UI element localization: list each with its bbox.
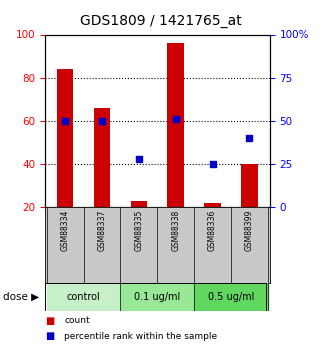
Text: count: count [64, 316, 90, 325]
Text: percentile rank within the sample: percentile rank within the sample [64, 332, 217, 341]
Point [210, 161, 215, 167]
Text: GSM88399: GSM88399 [245, 209, 254, 251]
Bar [94, 108, 110, 207]
Text: 0.5 ug/ml: 0.5 ug/ml [208, 292, 254, 302]
Bar [204, 203, 221, 207]
Text: ■: ■ [45, 316, 54, 326]
Point [247, 135, 252, 141]
Bar [131, 200, 147, 207]
Text: ■: ■ [45, 332, 54, 341]
Bar [120, 283, 194, 310]
Bar [57, 69, 74, 207]
Point [173, 116, 178, 122]
Point [100, 118, 105, 124]
Text: 0.1 ug/ml: 0.1 ug/ml [134, 292, 180, 302]
Point [63, 118, 68, 124]
Bar [241, 164, 258, 207]
Point [136, 156, 142, 161]
Text: control: control [67, 292, 100, 302]
Bar [194, 283, 268, 310]
Text: GSM88335: GSM88335 [134, 209, 143, 251]
Bar [168, 43, 184, 207]
Text: GSM88334: GSM88334 [61, 209, 70, 251]
Text: dose ▶: dose ▶ [3, 292, 39, 302]
Text: GSM88338: GSM88338 [171, 209, 180, 250]
Text: GSM88337: GSM88337 [98, 209, 107, 251]
Text: GSM88336: GSM88336 [208, 209, 217, 251]
Bar [47, 283, 120, 310]
Text: GDS1809 / 1421765_at: GDS1809 / 1421765_at [80, 14, 241, 28]
